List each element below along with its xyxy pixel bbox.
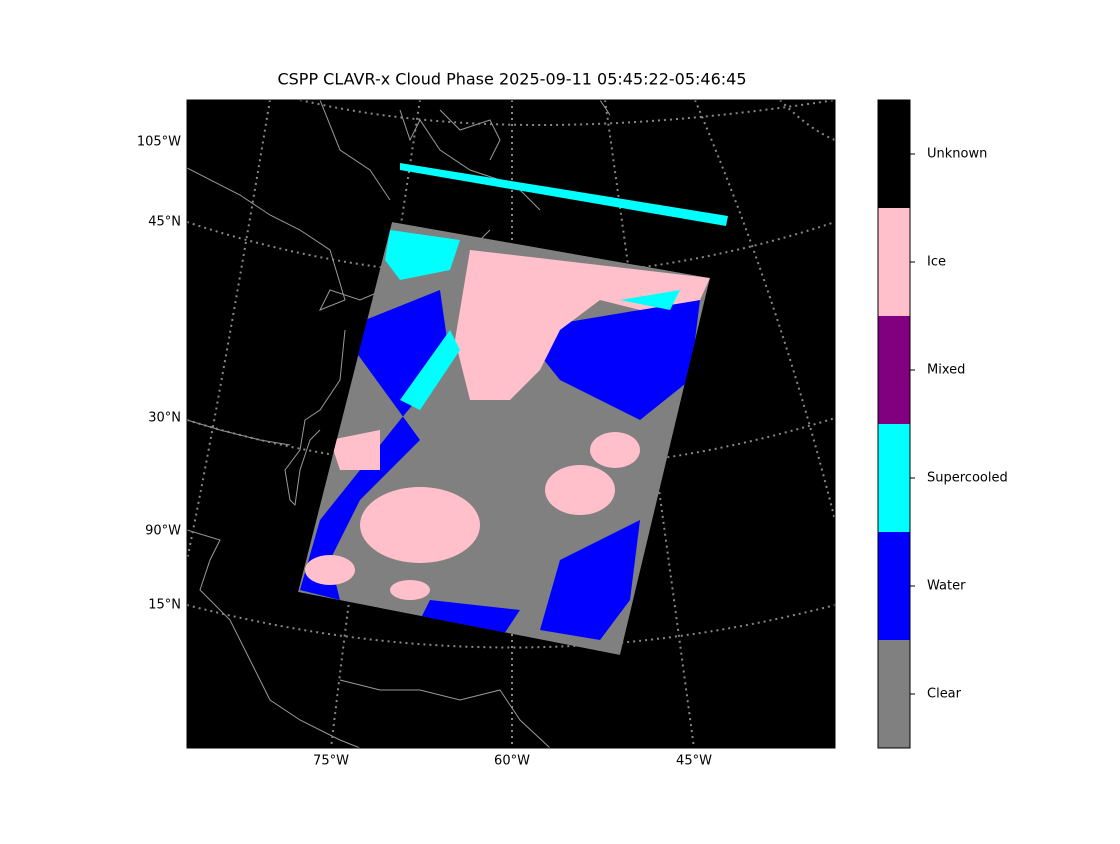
colorbar-label: Water xyxy=(927,579,966,594)
water-region xyxy=(300,290,700,640)
map-frame xyxy=(186,99,836,749)
ice-region xyxy=(360,487,480,563)
title: CSPP CLAVR-x Cloud Phase 2025-09-11 05:4… xyxy=(277,70,746,89)
colorbar-frame xyxy=(877,99,911,749)
ice-region xyxy=(330,250,710,470)
lat-label: 90°W xyxy=(145,524,181,539)
colorbar: Unknown Ice Mixed Supercooled Water Clear xyxy=(877,99,1008,749)
lat-label: 45°N xyxy=(148,215,181,230)
colorbar-segment xyxy=(878,208,910,316)
colorbar-label: Clear xyxy=(927,687,962,702)
colorbar-segment xyxy=(878,640,910,748)
lat-label: 30°N xyxy=(148,411,181,426)
colorbar-label: Supercooled xyxy=(927,471,1008,486)
swath-strip xyxy=(400,163,728,226)
lon-label: 75°W xyxy=(313,754,349,769)
lon-label: 45°W xyxy=(676,754,712,769)
colorbar-segment xyxy=(878,424,910,532)
swath xyxy=(298,222,710,655)
colorbar-segment xyxy=(878,532,910,640)
colorbar-segment xyxy=(878,100,910,208)
ice-region xyxy=(305,555,355,585)
colorbar-label: Unknown xyxy=(927,147,987,162)
lat-label: 105°W xyxy=(137,135,181,150)
colorbar-segment xyxy=(878,316,910,424)
map-layer xyxy=(187,100,835,748)
ice-region xyxy=(390,580,430,600)
colorbar-label: Ice xyxy=(927,255,946,270)
ice-region xyxy=(545,465,615,515)
lon-label: 60°W xyxy=(494,754,530,769)
colorbar-label: Mixed xyxy=(927,363,965,378)
ice-region xyxy=(590,432,640,468)
lat-label: 15°N xyxy=(148,598,181,613)
supercooled-region xyxy=(385,230,680,410)
